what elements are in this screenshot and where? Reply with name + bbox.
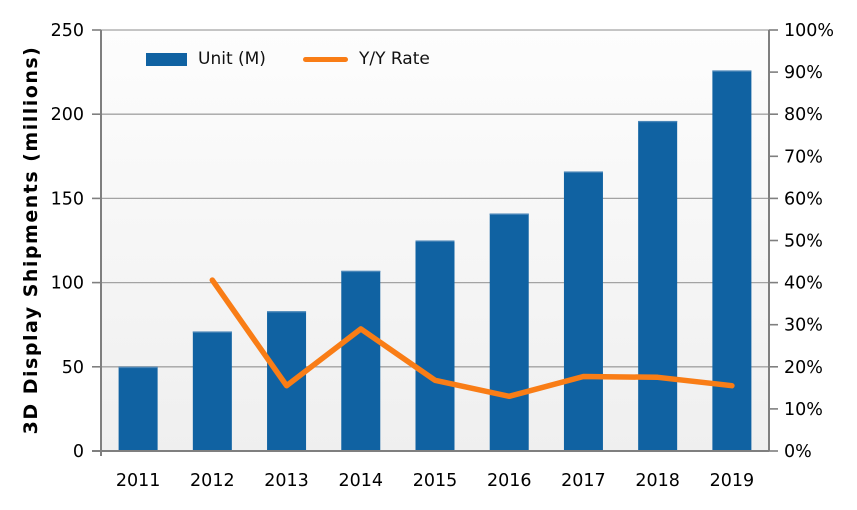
x-tick-label-2013: 2013 (264, 471, 309, 491)
yy-rate-line (209, 277, 735, 400)
x-tick-label-2011: 2011 (116, 471, 161, 491)
legend: Unit (M) Y/Y Rate (146, 49, 430, 69)
x-tick-label-2015: 2015 (413, 471, 458, 491)
legend-line-swatch-icon (302, 56, 348, 62)
right-tick-label-10: 10% (784, 400, 823, 420)
bar-2012 (192, 331, 232, 451)
bar-2011 (118, 366, 158, 451)
right-tick-label-0: 0% (784, 442, 812, 462)
bar-2016 (489, 213, 529, 451)
left-axis-title: 3D Display Shipments (millions) (20, 45, 42, 435)
left-tick-label-0: 0 (73, 442, 84, 462)
legend-line-label: Y/Y Rate (358, 49, 430, 69)
left-tick-label-200: 200 (51, 105, 84, 125)
left-tick-label-150: 150 (51, 189, 84, 209)
left-tick-label-50: 50 (62, 358, 84, 378)
bar-2019 (712, 70, 752, 451)
legend-bar-label: Unit (M) (198, 49, 266, 69)
x-tick-label-2012: 2012 (190, 471, 235, 491)
left-tick-label-250: 250 (51, 21, 84, 41)
bar-2015 (415, 240, 455, 451)
x-tick-label-2018: 2018 (635, 471, 680, 491)
x-tick-label-2017: 2017 (561, 471, 606, 491)
x-tick-label-2016: 2016 (487, 471, 532, 491)
bar-2014 (341, 270, 381, 451)
bar-2017 (563, 171, 603, 451)
left-tick-label-100: 100 (51, 274, 84, 294)
x-tick-label-2014: 2014 (339, 471, 384, 491)
right-tick-label-60: 60% (784, 189, 823, 209)
right-tick-label-100: 100% (784, 21, 834, 41)
legend-bar-swatch-icon (146, 52, 187, 66)
right-tick-label-70: 70% (784, 147, 823, 167)
right-tick-label-30: 30% (784, 316, 823, 336)
right-tick-label-20: 20% (784, 358, 823, 378)
right-tick-label-50: 50% (784, 232, 823, 252)
bar-2018 (638, 120, 678, 451)
right-tick-label-90: 90% (784, 63, 823, 83)
right-tick-label-40: 40% (784, 274, 823, 294)
right-tick-label-80: 80% (784, 105, 823, 125)
x-tick-label-2019: 2019 (710, 471, 755, 491)
